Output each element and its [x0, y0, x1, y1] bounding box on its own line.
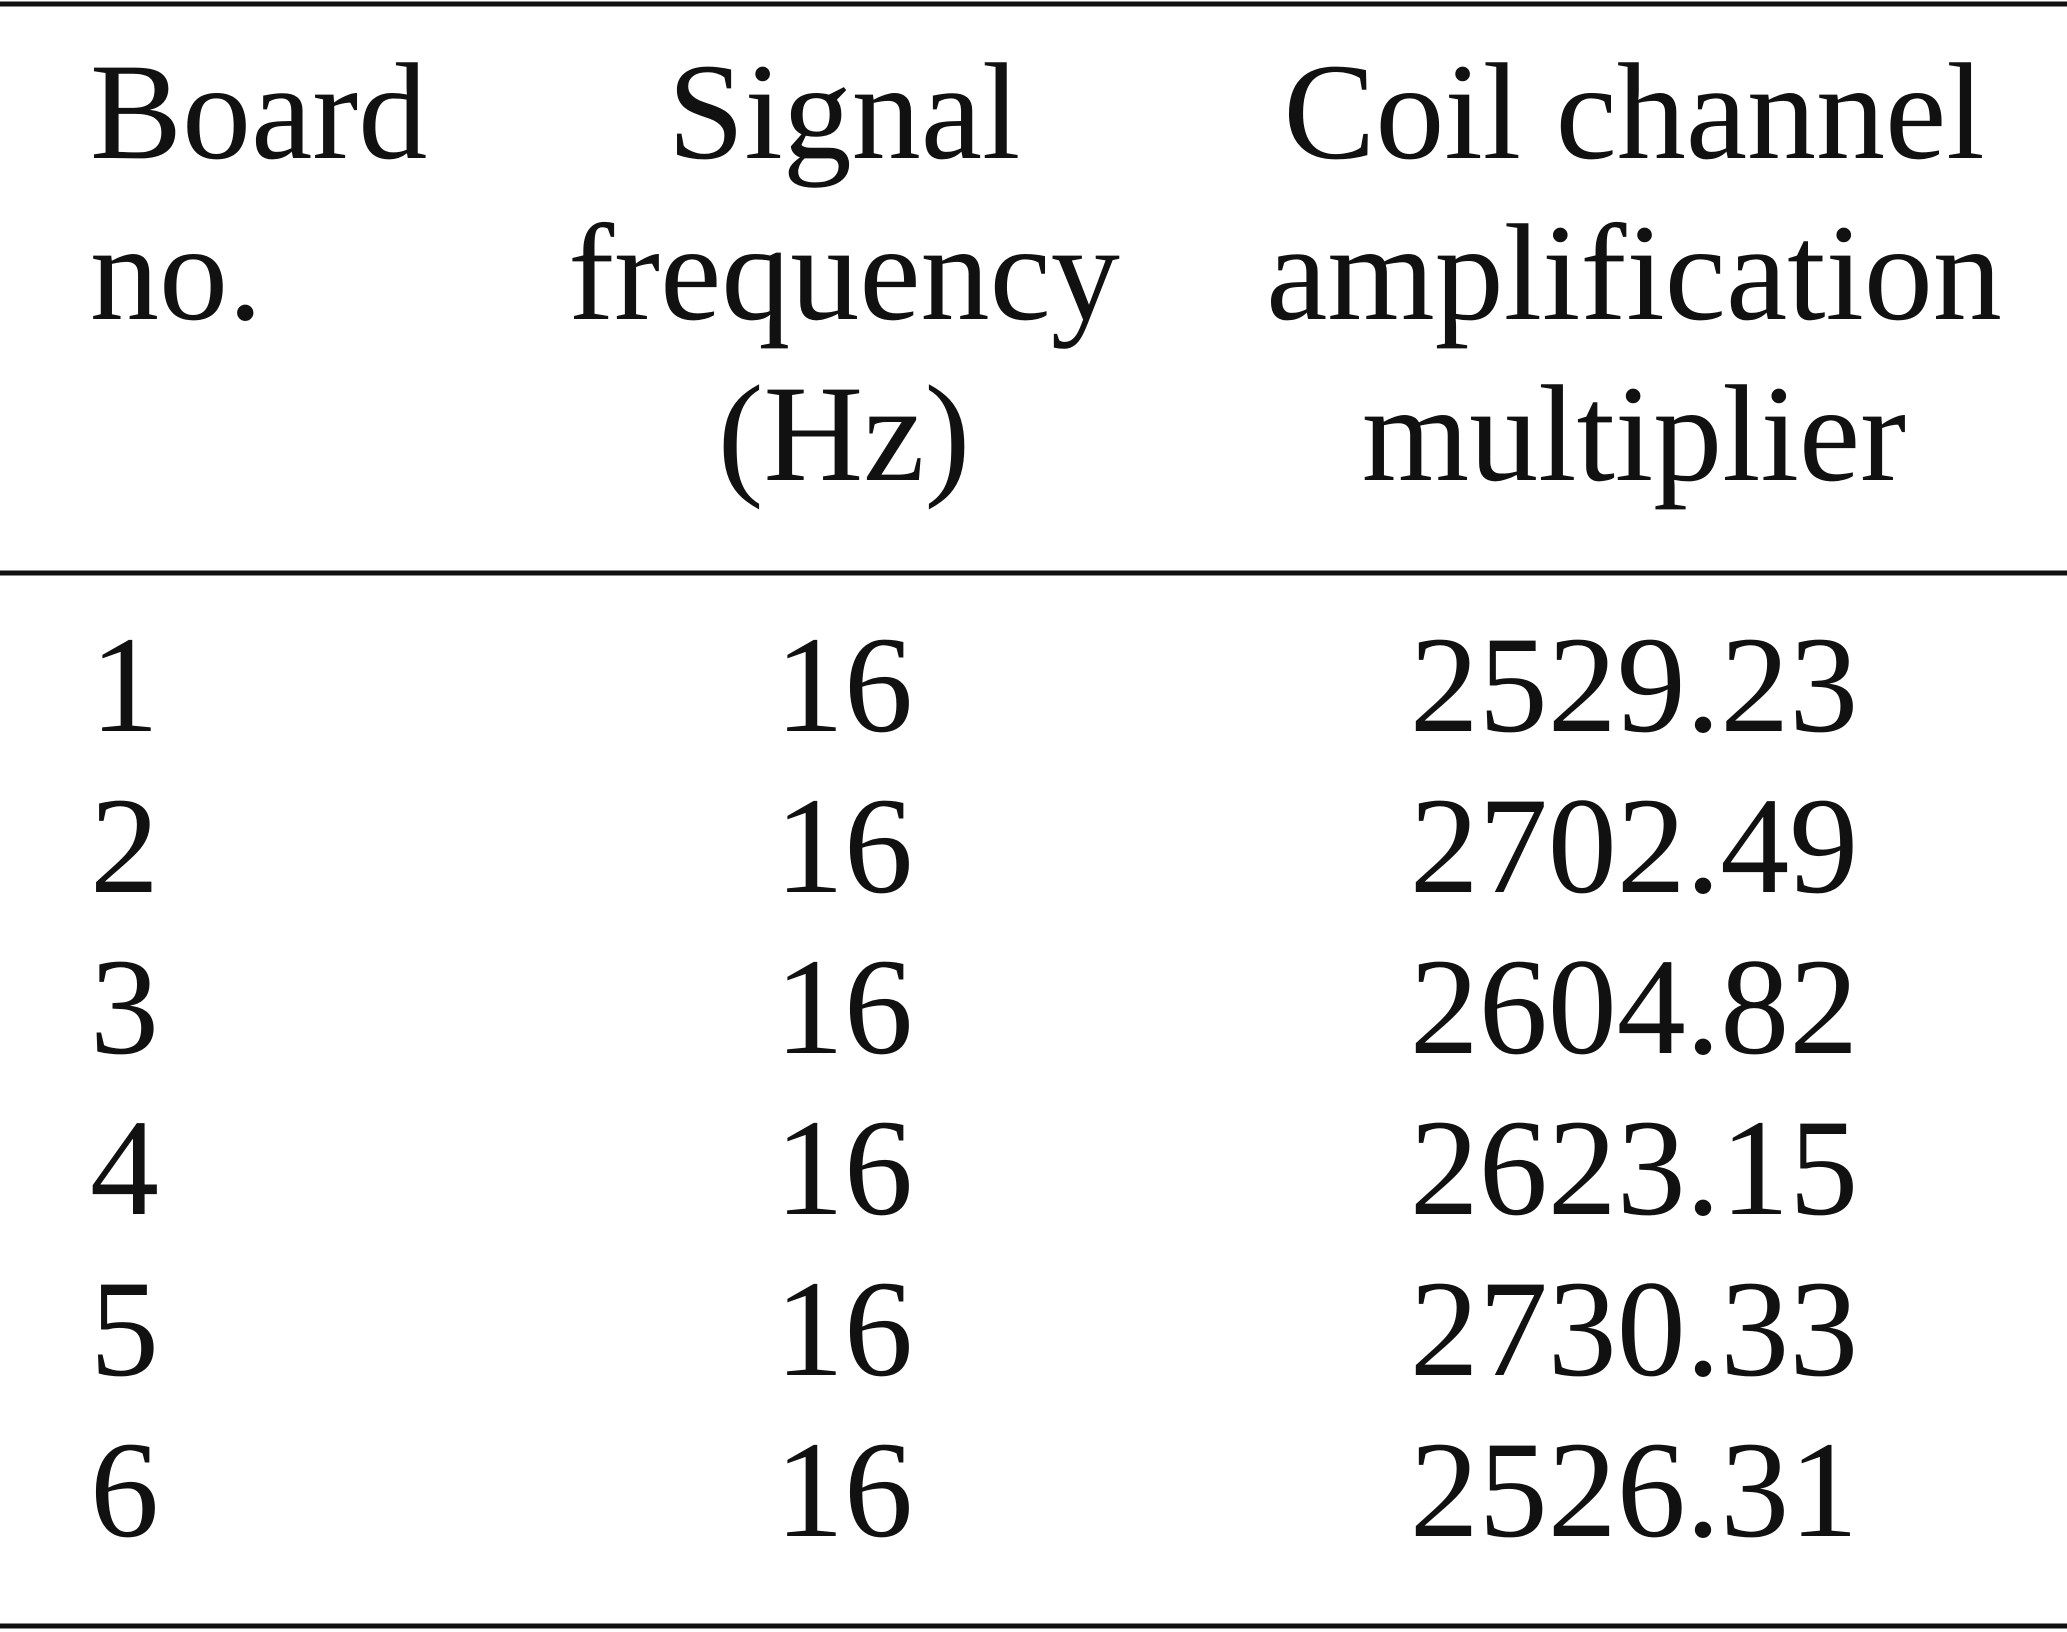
table-cell: 2526.31 [1410, 1413, 1859, 1566]
table-cell: 2 [90, 769, 159, 922]
table-cell: 1 [90, 608, 159, 761]
table-cell: 16 [775, 608, 913, 761]
header-cell: Signal [668, 35, 1021, 188]
table-cell: 4 [90, 1091, 159, 1244]
header-cell: Board [90, 35, 427, 188]
table-cell: 16 [775, 769, 913, 922]
table-cell: 16 [775, 930, 913, 1083]
table-cell: 16 [775, 1413, 913, 1566]
header-cell: Coil channel [1283, 35, 1984, 188]
table-cell: 16 [775, 1252, 913, 1405]
table-cell: 5 [90, 1252, 159, 1405]
header-cell: multiplier [1362, 357, 1906, 510]
table-cell: 16 [775, 1091, 913, 1244]
header-cell: no. [90, 196, 263, 349]
header-cell: amplification [1266, 196, 2002, 349]
table-cell: 6 [90, 1413, 159, 1566]
table-cell: 2529.23 [1410, 608, 1859, 761]
table-cell: 2623.15 [1410, 1091, 1859, 1244]
table-cell: 2604.82 [1410, 930, 1859, 1083]
header-cell: (Hz) [718, 357, 971, 510]
table-cell: 3 [90, 930, 159, 1083]
table-cell: 2730.33 [1410, 1252, 1859, 1405]
header-cell: frequency [568, 196, 1120, 349]
table-cell: 2702.49 [1410, 769, 1859, 922]
